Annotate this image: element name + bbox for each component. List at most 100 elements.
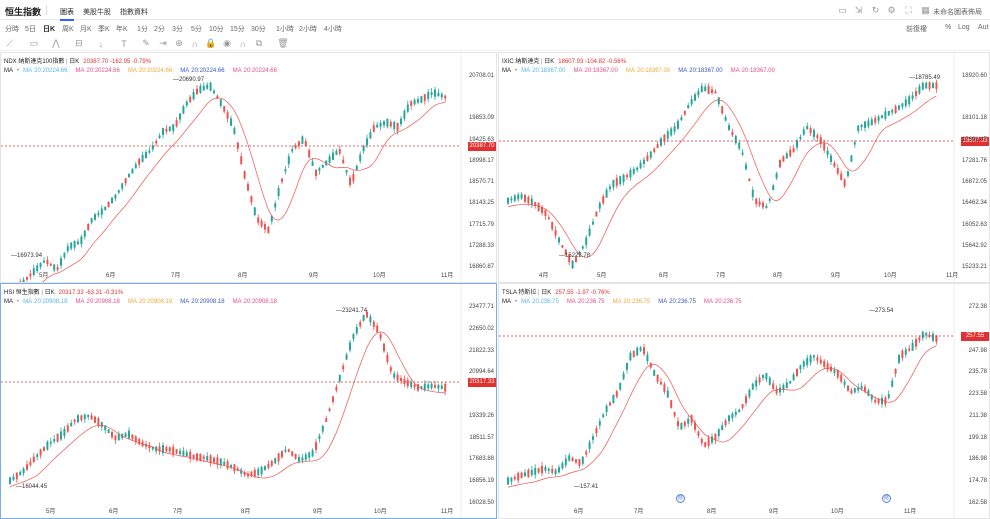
- candle: [697, 91, 700, 96]
- high-annotation: —18785.49: [909, 75, 941, 81]
- lock-icon[interactable]: 🔒: [205, 38, 217, 48]
- rectangle-icon[interactable]: ▭: [29, 38, 39, 48]
- chart-panel-hsi[interactable]: HSI 恒生指數 | 日K 20317.33 -63.31 -0.31% MA • MA…: [0, 283, 497, 519]
- candle: [400, 118, 402, 125]
- earnings-event-icon[interactable]: 財: [882, 494, 891, 503]
- timeframe-3[interactable]: 周K: [62, 26, 74, 33]
- timeframe-13[interactable]: 30分: [251, 26, 266, 33]
- timeframe-15[interactable]: 2小時: [299, 26, 317, 33]
- timeframe-11[interactable]: 10分: [209, 26, 224, 33]
- gear-icon[interactable]: ⚙: [887, 5, 896, 15]
- chart-panel-ndx[interactable]: NDX 納斯達克100指數 | 日K 20387.70 -162.95 -0.79…: [0, 52, 497, 283]
- timeframe-5[interactable]: 季K: [98, 26, 110, 33]
- percent-change: -0.76%: [590, 290, 610, 296]
- x-tick-label: 7月: [171, 273, 181, 279]
- ma-value: 20:18367.00: [532, 68, 566, 74]
- symbol-code[interactable]: NDX: [4, 59, 17, 65]
- chart-icon[interactable]: ▭: [838, 5, 847, 15]
- timeframe-0[interactable]: 分時: [5, 26, 19, 33]
- candle: [185, 101, 188, 106]
- candle: [240, 469, 243, 474]
- fullscreen-icon[interactable]: ⛶: [905, 5, 912, 15]
- tab-index-data[interactable]: 指數資料: [120, 9, 148, 16]
- pencil-icon[interactable]: ✎: [142, 38, 150, 48]
- timeframe-10[interactable]: 5分: [191, 26, 202, 33]
- chart-panel-tsla[interactable]: TSLA 特斯拉 | 日K 257.55 -1.97 -0.76% MA • MA 20:…: [498, 283, 990, 519]
- candle: [853, 388, 856, 393]
- tab-chart[interactable]: 圖表: [60, 7, 74, 21]
- candle: [646, 155, 649, 162]
- period-label[interactable]: 日K: [44, 290, 55, 296]
- candle: [843, 179, 846, 187]
- timeframe-8[interactable]: 2分: [154, 26, 165, 33]
- pattern-icon[interactable]: ⋀: [52, 38, 60, 48]
- ruler-icon[interactable]: ⊟: [75, 38, 83, 48]
- y-tick-label: 18920.60: [961, 73, 987, 79]
- candle: [792, 374, 795, 381]
- price-chart[interactable]: [499, 284, 990, 519]
- candle: [741, 404, 744, 408]
- timeframe-12[interactable]: 15分: [230, 26, 245, 33]
- timeframe-1[interactable]: 5日: [25, 26, 36, 33]
- tab-us-stocks[interactable]: 美股牛股: [83, 9, 111, 16]
- compare-icon[interactable]: ⇲: [854, 5, 863, 15]
- trash-icon[interactable]: 🗑: [277, 38, 289, 48]
- candle: [223, 461, 226, 465]
- eye-icon[interactable]: ◉: [223, 38, 231, 48]
- magnet-icon[interactable]: ∩: [191, 38, 199, 49]
- candle: [66, 246, 69, 252]
- candle: [226, 461, 229, 469]
- layout-name[interactable]: 未命名圖表佈局: [933, 9, 982, 16]
- link-icon[interactable]: ∩: [239, 38, 247, 49]
- candle: [281, 450, 283, 458]
- candle: [765, 373, 768, 380]
- timeframe-7[interactable]: 1分: [137, 26, 148, 33]
- timeframe-16[interactable]: 4小時: [324, 26, 342, 33]
- timeframe-6[interactable]: 年K: [116, 26, 128, 33]
- candle: [444, 383, 447, 392]
- zoom-icon[interactable]: ⊕: [175, 38, 183, 48]
- log-toggle[interactable]: Log: [958, 24, 970, 31]
- ma-label: MA: [75, 299, 85, 305]
- symbol-name: 特斯拉: [518, 290, 537, 296]
- period-label[interactable]: 日K: [541, 290, 552, 296]
- candle: [63, 428, 66, 436]
- candle: [901, 103, 904, 107]
- layout-icon[interactable]: ▦: [921, 5, 930, 15]
- symbol-code[interactable]: TSLA: [502, 290, 517, 296]
- price-chart[interactable]: [1, 53, 497, 283]
- arrow-down-icon[interactable]: ↓: [98, 38, 104, 49]
- price-chart[interactable]: [1, 284, 497, 519]
- timeframe-9[interactable]: 3分: [172, 26, 183, 33]
- trendline-icon[interactable]: ⟋: [6, 38, 14, 48]
- candle: [860, 385, 863, 389]
- price-change: -1.97: [575, 290, 590, 296]
- text-icon[interactable]: T: [121, 38, 127, 49]
- candle: [60, 258, 62, 266]
- symbol-code[interactable]: HSI: [4, 290, 15, 296]
- period-label[interactable]: 日K: [69, 59, 80, 65]
- candle: [311, 161, 314, 166]
- candle: [396, 122, 399, 131]
- timeframe-14[interactable]: 1小時: [276, 26, 294, 33]
- candle: [891, 110, 894, 113]
- auto-toggle[interactable]: Aut: [978, 24, 989, 31]
- period-label[interactable]: 日K: [544, 59, 555, 65]
- price-chart[interactable]: [499, 53, 990, 283]
- candle: [352, 174, 355, 182]
- percent-toggle[interactable]: %: [945, 24, 952, 31]
- copy-icon[interactable]: ⧉: [255, 38, 263, 48]
- price-mode-label[interactable]: 前復權: [906, 26, 927, 33]
- candle: [253, 469, 256, 477]
- candle: [264, 466, 266, 471]
- measure-icon[interactable]: ⇥: [159, 38, 167, 48]
- chart-panel-ixic[interactable]: IXIC 納斯達克 | 日K 18607.93 -104.82 -0.56% MA •…: [498, 52, 990, 283]
- earnings-event-icon[interactable]: 財: [676, 494, 685, 503]
- candle: [921, 331, 924, 339]
- ma-value: 20:236.75: [532, 299, 559, 305]
- timeframe-2[interactable]: 日K: [43, 26, 56, 33]
- refresh-icon[interactable]: ↻: [871, 5, 880, 15]
- symbol-code[interactable]: IXIC: [502, 59, 514, 65]
- timeframe-4[interactable]: 月K: [80, 26, 92, 33]
- candle: [585, 237, 588, 245]
